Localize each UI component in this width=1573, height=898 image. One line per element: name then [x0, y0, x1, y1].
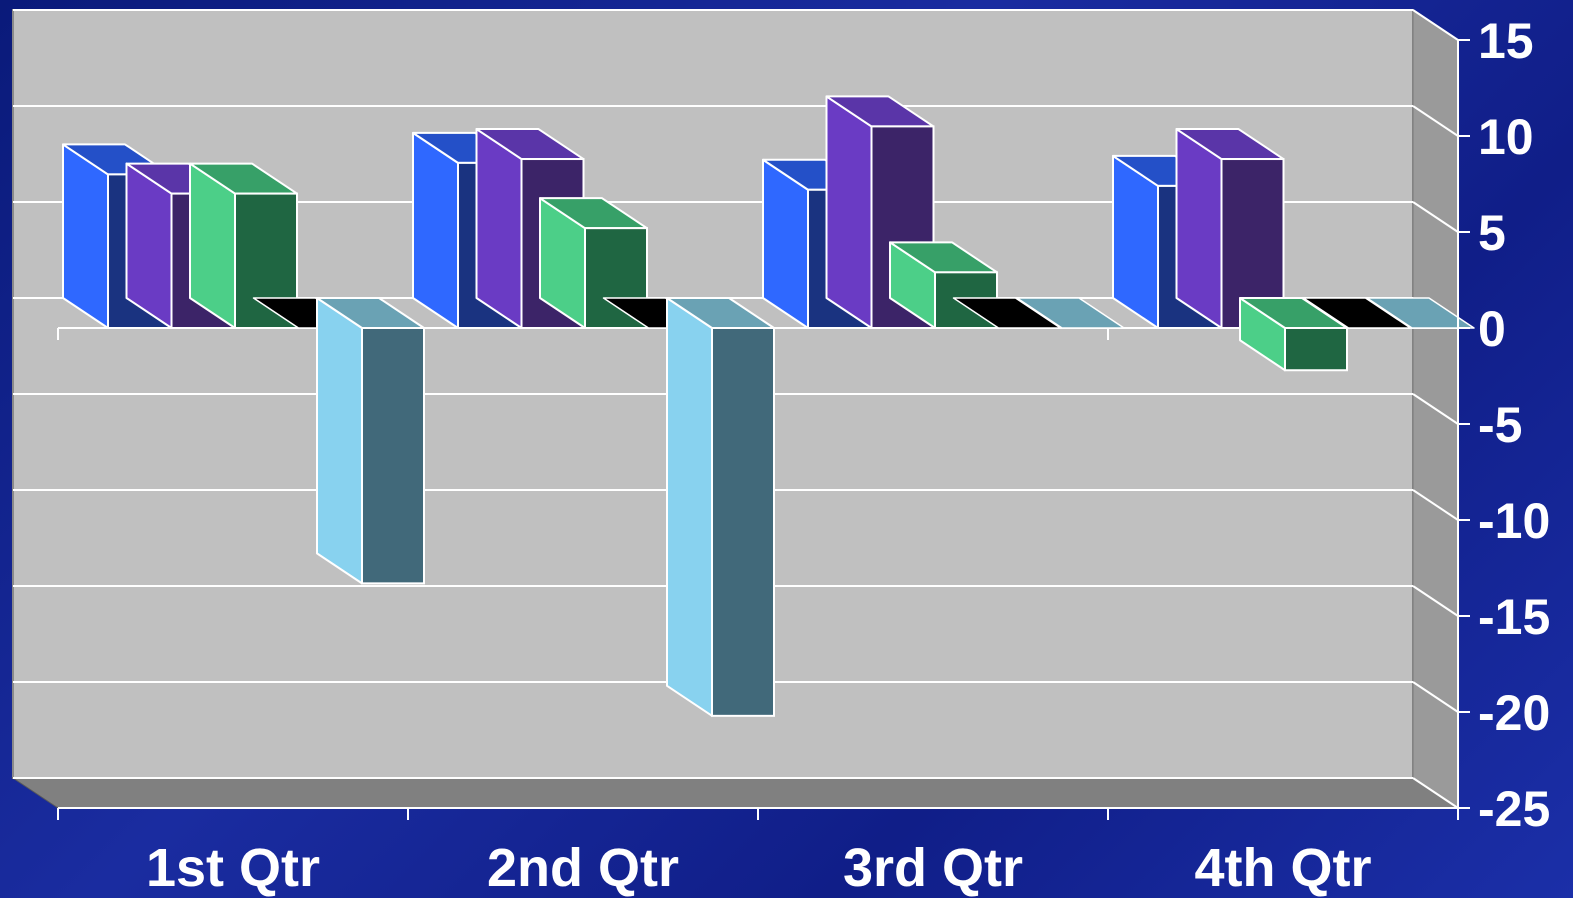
- y-tick-label: 10: [1478, 109, 1534, 165]
- bar: [1302, 297, 1412, 329]
- y-tick-label: 15: [1478, 13, 1534, 69]
- y-tick-label: -10: [1478, 493, 1550, 549]
- bar: [952, 297, 1062, 329]
- bar: [1239, 297, 1348, 372]
- y-tick-label: 0: [1478, 301, 1506, 357]
- x-tick-label: 4th Qtr: [1194, 838, 1371, 898]
- bar: [316, 297, 425, 585]
- gridline-side: [1412, 201, 1459, 233]
- gridline-side: [1412, 9, 1459, 41]
- gridline-side: [1412, 777, 1459, 809]
- floor: [11, 777, 1460, 809]
- value-axis: 15 10 5 0 -5 -10 -15 -20 -25: [1457, 13, 1550, 837]
- y-tick-label: -5: [1478, 397, 1522, 453]
- gridline-side: [1412, 105, 1459, 137]
- x-tick-label: 2nd Qtr: [487, 838, 679, 898]
- gridline-side: [1412, 489, 1459, 521]
- gridline-side: [1412, 681, 1459, 713]
- bars-group: [62, 95, 1475, 717]
- y-tick-label: -15: [1478, 589, 1550, 645]
- bar: [666, 297, 775, 717]
- bar: [1366, 297, 1475, 329]
- category-axis: 1st Qtr 2nd Qtr 3rd Qtr 4th Qtr: [57, 807, 1459, 898]
- x-tick-label: 1st Qtr: [146, 838, 320, 898]
- gridline-side: [1412, 393, 1459, 425]
- y-tick-label: 5: [1478, 205, 1506, 261]
- gridline-side: [1412, 585, 1459, 617]
- bar: [1016, 297, 1125, 329]
- y-tick-label: -20: [1478, 685, 1550, 741]
- x-tick-label: 3rd Qtr: [843, 838, 1023, 898]
- y-tick-label: -25: [1478, 781, 1550, 837]
